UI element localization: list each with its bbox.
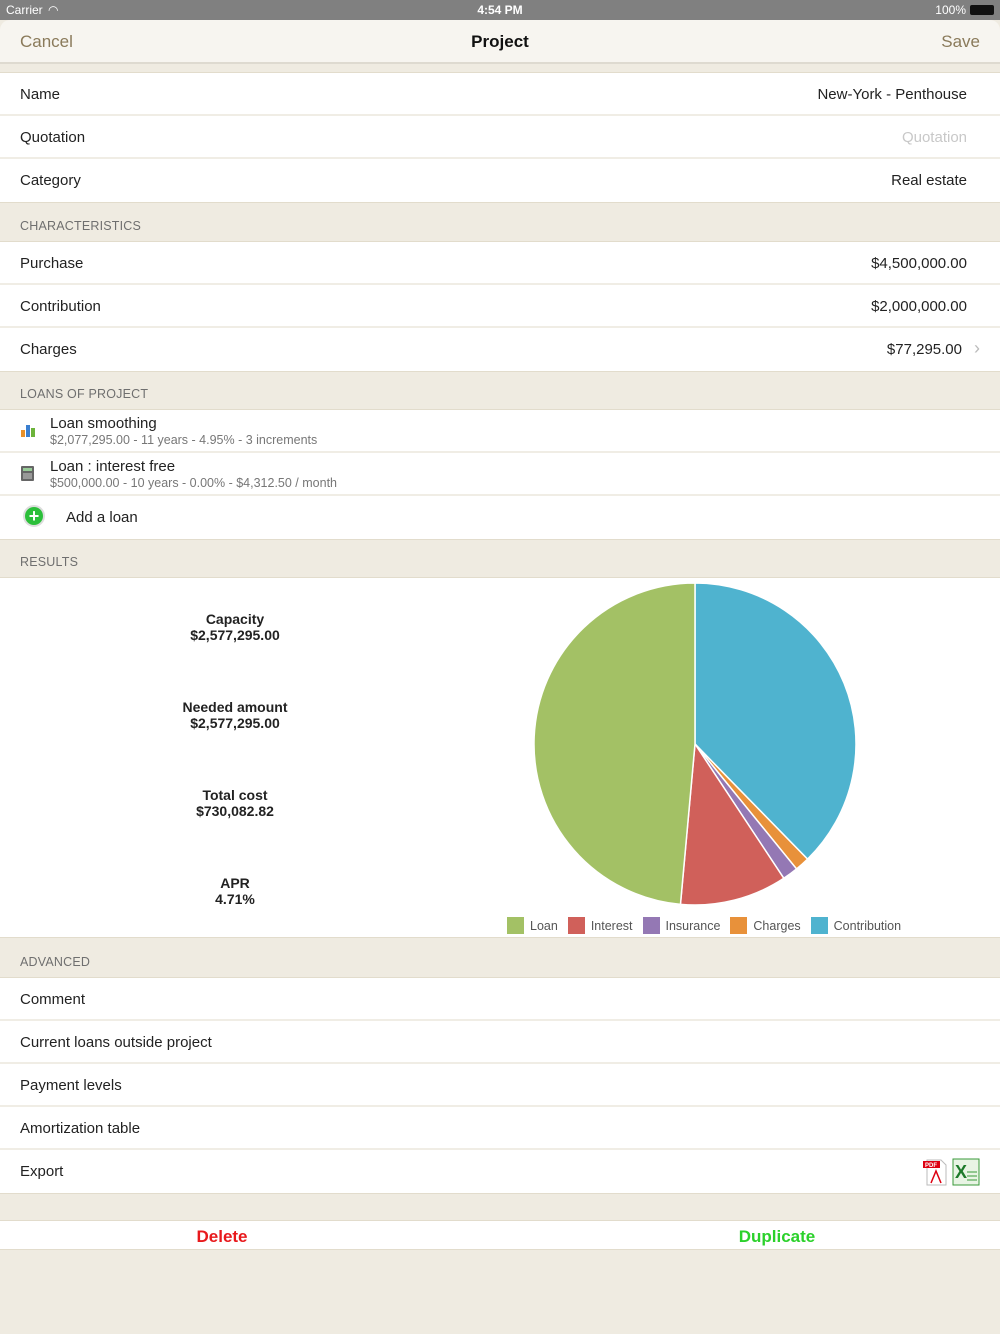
battery-icon xyxy=(970,5,994,15)
name-field[interactable]: New-York - Penthouse xyxy=(817,86,967,103)
wifi-icon: ◠ xyxy=(48,3,59,17)
characteristics-section: Purchase $4,500,000.00 Contribution $2,000… xyxy=(0,241,1000,372)
calculator-icon xyxy=(21,466,34,481)
result-total-cost: Total cost $730,082.82 xyxy=(196,787,274,819)
section-header-results: RESULTS xyxy=(20,555,79,569)
bar-chart-icon xyxy=(21,425,35,437)
purchase-field[interactable]: $4,500,000.00 xyxy=(871,255,967,272)
quotation-row[interactable]: Quotation Quotation xyxy=(0,116,1000,159)
status-bar: Carrier ◠ 4:54 PM 100% xyxy=(0,0,1000,20)
pie-slice-contribution xyxy=(694,582,857,861)
category-row[interactable]: Category Real estate xyxy=(20,172,967,189)
result-apr: APR 4.71% xyxy=(215,875,255,907)
loans-section: Loan smoothing $2,077,295.00 - 11 years -… xyxy=(0,409,1000,540)
legend-item-contribution: Contribution xyxy=(810,917,901,934)
loan-item[interactable]: Loan smoothing $2,077,295.00 - 11 years -… xyxy=(0,410,1000,453)
legend-item-interest: Interest xyxy=(567,917,633,934)
add-icon: + xyxy=(23,505,45,527)
pdf-export-icon[interactable]: PDF xyxy=(922,1158,950,1186)
pie-chart xyxy=(533,582,857,906)
svg-text:PDF: PDF xyxy=(925,1163,937,1169)
name-row[interactable]: Name New-York - Penthouse xyxy=(0,73,1000,116)
carrier: Carrier xyxy=(6,3,43,17)
svg-text:X: X xyxy=(955,1162,967,1182)
save-button[interactable]: Save xyxy=(941,32,980,51)
legend-item-loan: Loan xyxy=(507,917,558,934)
action-bar: Delete Duplicate xyxy=(0,1220,1000,1250)
pie-slice-interest xyxy=(679,741,785,906)
charges-row[interactable]: Charges $77,295.00 › xyxy=(20,338,980,358)
general-section: Name New-York - Penthouse Quotation Quotat… xyxy=(0,72,1000,203)
comment-row[interactable]: Comment xyxy=(0,978,1000,1021)
results-section: Capacity $2,577,295.00 Needed amount $2,57… xyxy=(0,577,1000,938)
legend-swatch xyxy=(810,917,828,934)
page-title: Project xyxy=(471,32,529,51)
legend-swatch xyxy=(567,917,585,934)
section-header-loans: LOANS OF PROJECT xyxy=(20,387,149,401)
purchase-row[interactable]: Purchase $4,500,000.00 xyxy=(0,242,1000,285)
contribution-row[interactable]: Contribution $2,000,000.00 xyxy=(0,285,1000,328)
export-row: Export PDF X xyxy=(0,1150,1000,1193)
chevron-right-icon: › xyxy=(974,338,980,358)
contribution-field[interactable]: $2,000,000.00 xyxy=(871,298,967,315)
section-header-characteristics: CHARACTERISTICS xyxy=(20,219,142,233)
legend-swatch xyxy=(507,917,524,934)
duplicate-button[interactable]: Duplicate xyxy=(738,1227,816,1246)
excel-export-icon[interactable]: X xyxy=(952,1158,980,1186)
loan-item[interactable]: Loan : interest free $500,000.00 - 10 yea… xyxy=(0,453,1000,496)
legend-item-insurance: Insurance xyxy=(642,917,720,934)
legend-swatch xyxy=(642,917,660,934)
pie-slice-loan xyxy=(533,582,696,906)
add-loan-button[interactable]: + Add a loan xyxy=(0,496,1000,539)
section-header-advanced: ADVANCED xyxy=(20,955,91,969)
result-needed-amount: Needed amount $2,577,295.00 xyxy=(182,699,288,731)
quotation-field[interactable]: Quotation xyxy=(901,129,967,146)
nav-bar: Project Cancel Save xyxy=(0,20,1000,64)
battery-level: 100% xyxy=(935,3,966,17)
chart-legend: Loan Interest Insurance Charges Contribu… xyxy=(507,917,901,934)
advanced-section: Comment Current loans outside project Pa… xyxy=(0,977,1000,1194)
legend-swatch xyxy=(730,917,748,934)
result-capacity: Capacity $2,577,295.00 xyxy=(190,611,280,643)
payment-levels-row[interactable]: Payment levels xyxy=(0,1064,1000,1107)
amortization-table-row[interactable]: Amortization table xyxy=(0,1107,1000,1150)
time: 4:54 PM xyxy=(477,3,523,17)
charges-value: $77,295.00 xyxy=(886,341,962,358)
delete-button[interactable]: Delete xyxy=(196,1227,248,1246)
legend-item-charges: Charges xyxy=(730,917,801,934)
category-value[interactable]: Real estate xyxy=(891,172,967,189)
cancel-button[interactable]: Cancel xyxy=(20,32,73,51)
outside-loans-row[interactable]: Current loans outside project xyxy=(0,1021,1000,1064)
